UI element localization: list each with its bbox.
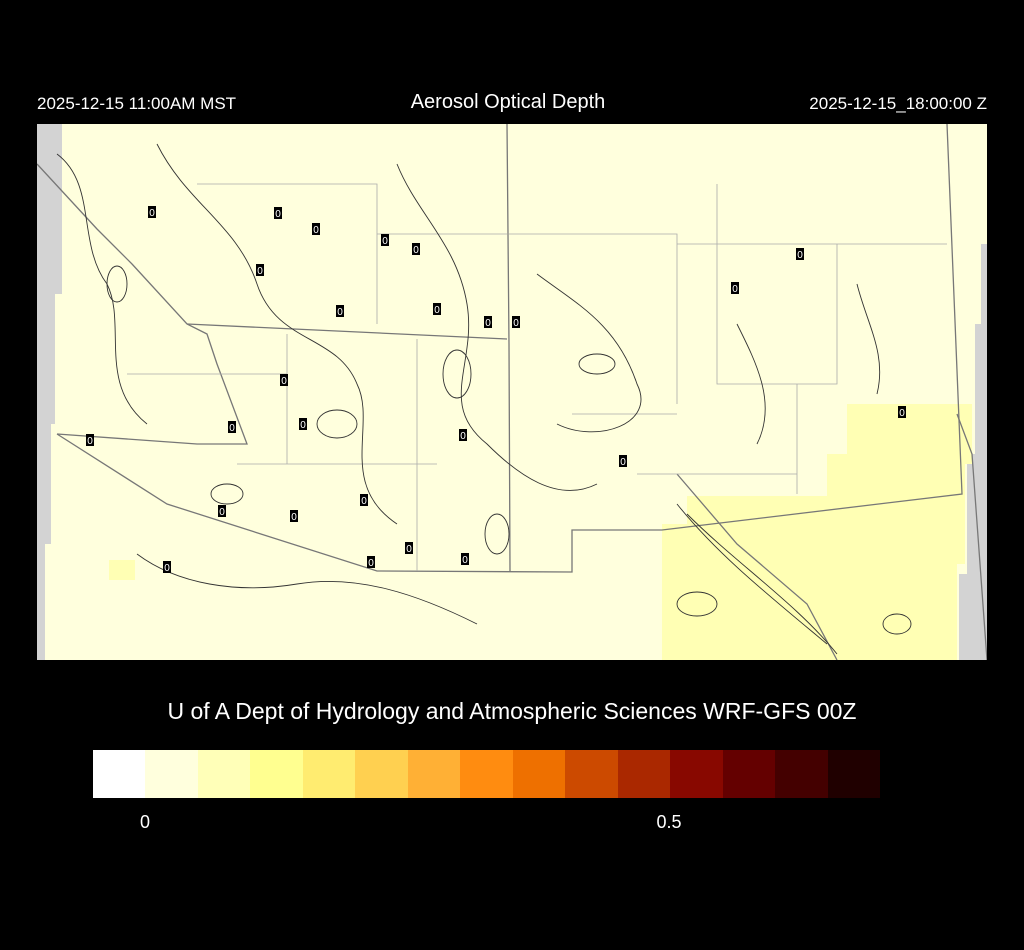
local-time-label: 2025-12-15 11:00AM MST: [37, 94, 237, 113]
svg-text:0: 0: [797, 250, 803, 261]
aod-map: 0 0 0 0 0 0 0 0 0 0 0 0 0 0 0 0 0 0 0 0 0 0 0 0 0 0: [37, 124, 987, 660]
contour-label: 0: [381, 234, 389, 247]
contour-label: 0: [218, 505, 226, 518]
contour-label: 0: [336, 305, 344, 318]
svg-text:0: 0: [257, 266, 263, 277]
colorbar-swatch: [460, 750, 513, 798]
svg-text:0: 0: [406, 544, 412, 555]
contour-label: 0: [461, 553, 469, 566]
contour-label: 0: [360, 494, 368, 507]
contour-label: 0: [484, 316, 492, 329]
colorbar-swatch: [565, 750, 618, 798]
map-title: Aerosol Optical Depth: [410, 91, 606, 113]
state-borders: [37, 124, 987, 660]
colorbar-swatch: [145, 750, 198, 798]
colorbar-swatch: [775, 750, 828, 798]
no-data-right: [959, 124, 987, 660]
colorbar-tick-label: 0: [139, 812, 151, 832]
svg-text:0: 0: [513, 318, 519, 329]
contour-label: 0: [433, 303, 441, 316]
elevated-aod-region: [662, 404, 972, 660]
contour-label: 0: [898, 406, 906, 419]
contour-label: 0: [148, 206, 156, 219]
svg-text:0: 0: [361, 496, 367, 507]
contour-labels: 0 0 0 0 0 0 0 0 0 0 0 0 0 0 0 0 0 0 0 0 0 0 0 0 0 0: [86, 206, 906, 574]
svg-text:0: 0: [275, 209, 281, 220]
svg-text:0: 0: [313, 225, 319, 236]
contour-label: 0: [619, 455, 627, 468]
svg-text:0: 0: [382, 236, 388, 247]
colorbar-tick-label: 0.5: [656, 812, 682, 832]
contour-label: 0: [459, 429, 467, 442]
contour-label: 0: [299, 418, 307, 431]
contour-label: 0: [731, 282, 739, 295]
svg-text:0: 0: [149, 208, 155, 219]
no-data-left: [37, 124, 62, 660]
svg-text:0: 0: [620, 457, 626, 468]
svg-text:0: 0: [281, 376, 287, 387]
contour-label: 0: [290, 510, 298, 523]
contour-label: 0: [412, 243, 420, 256]
contour-lines: [56, 143, 912, 655]
svg-text:0: 0: [899, 408, 905, 419]
contour-label: 0: [86, 434, 94, 447]
contour-label: 0: [280, 374, 288, 387]
svg-text:0: 0: [434, 305, 440, 316]
contour-label: 0: [274, 207, 282, 220]
contour-label: 0: [512, 316, 520, 329]
county-borders: [127, 183, 947, 571]
contour-label: 0: [312, 223, 320, 236]
svg-text:0: 0: [229, 423, 235, 434]
contour-label: 0: [256, 264, 264, 277]
colorbar: [93, 750, 881, 798]
model-credit: U of A Dept of Hydrology and Atmospheric…: [167, 698, 857, 724]
contour-label: 0: [405, 542, 413, 555]
colorbar-swatch: [670, 750, 723, 798]
contour-label: 0: [796, 248, 804, 261]
contour-label: 0: [367, 556, 375, 569]
colorbar-swatch: [512, 750, 566, 798]
svg-text:0: 0: [413, 245, 419, 256]
svg-text:0: 0: [300, 420, 306, 431]
colorbar-swatch: [355, 750, 408, 798]
svg-text:0: 0: [485, 318, 491, 329]
colorbar-swatch: [407, 750, 461, 798]
svg-text:0: 0: [291, 512, 297, 523]
colorbar-swatch: [722, 750, 776, 798]
colorbar-swatch: [302, 750, 356, 798]
colorbar-swatch: [617, 750, 671, 798]
svg-text:0: 0: [219, 507, 225, 518]
colorbar-swatch: [827, 750, 881, 798]
svg-text:0: 0: [368, 558, 374, 569]
svg-text:0: 0: [337, 307, 343, 318]
svg-text:0: 0: [460, 431, 466, 442]
colorbar-swatch: [250, 750, 303, 798]
svg-text:0: 0: [164, 563, 170, 574]
contour-label: 0: [228, 421, 236, 434]
contour-label: 0: [163, 561, 171, 574]
elevated-aod-patch: [109, 560, 135, 580]
svg-text:0: 0: [462, 555, 468, 566]
svg-text:0: 0: [87, 436, 93, 447]
valid-time-label: 2025-12-15_18:00:00 Z: [809, 94, 987, 113]
colorbar-swatch: [93, 750, 146, 798]
colorbar-swatch: [197, 750, 251, 798]
svg-text:0: 0: [732, 284, 738, 295]
